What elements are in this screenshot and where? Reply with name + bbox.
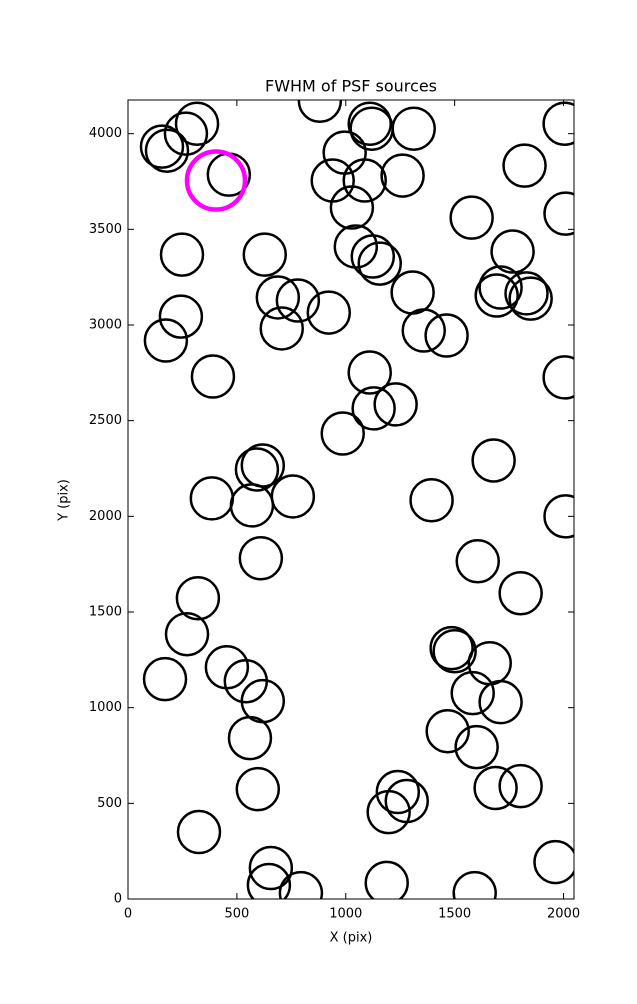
source-marker <box>357 241 402 286</box>
source-marker <box>478 679 523 725</box>
source-marker <box>176 809 222 855</box>
source-marker <box>174 101 220 146</box>
y-axis-label: Y (pix) <box>57 479 72 522</box>
x-tick-label: 1000 <box>329 907 362 922</box>
y-tick-label: 2500 <box>89 413 122 428</box>
source-marker <box>498 763 543 809</box>
source-marker <box>508 276 553 321</box>
source-marker <box>455 539 500 584</box>
source-marker <box>543 191 574 236</box>
y-tick-label: 2000 <box>89 509 122 524</box>
source-marker <box>542 355 574 400</box>
source-marker <box>164 611 210 657</box>
y-tick-label: 3500 <box>89 222 122 237</box>
y-tick-label: 1000 <box>89 700 122 715</box>
source-marker <box>502 143 547 188</box>
source-marker <box>175 575 221 621</box>
source-marker <box>350 234 396 279</box>
source-marker <box>542 101 574 146</box>
source-marker <box>229 483 275 528</box>
y-tick-label: 3000 <box>89 318 122 333</box>
source-marker <box>297 100 343 124</box>
source-marker <box>246 862 292 899</box>
source-marker <box>504 271 549 316</box>
source-marker <box>278 870 324 899</box>
source-marker <box>248 845 294 891</box>
source-marker <box>139 124 185 169</box>
source-marker <box>158 294 204 339</box>
source-marker <box>401 308 446 353</box>
x-axis-label: X (pix) <box>330 931 373 946</box>
source-marker <box>391 106 436 151</box>
plot-area <box>139 100 574 899</box>
source-marker <box>142 656 188 702</box>
source-marker <box>425 708 470 754</box>
source-marker <box>424 313 469 358</box>
source-marker <box>238 535 284 581</box>
y-tick-label: 1500 <box>89 605 122 620</box>
source-marker <box>235 766 281 812</box>
source-marker <box>351 386 396 431</box>
source-marker <box>543 494 574 539</box>
x-tick-label: 1500 <box>438 907 471 922</box>
x-tick-label: 2000 <box>547 907 580 922</box>
source-marker <box>329 185 375 230</box>
source-marker <box>366 789 411 835</box>
chart-title: FWHM of PSF sources <box>265 77 437 96</box>
source-marker <box>429 625 474 671</box>
plot-frame <box>127 99 575 900</box>
source-marker <box>234 447 280 492</box>
source-marker <box>498 571 543 616</box>
source-marker <box>275 278 321 323</box>
source-marker <box>227 715 273 761</box>
source-marker <box>144 128 190 173</box>
source-marker <box>242 232 288 277</box>
x-tick-label: 500 <box>224 907 249 922</box>
source-marker <box>432 628 477 674</box>
source-marker <box>190 354 236 399</box>
source-marker <box>347 350 392 395</box>
source-marker <box>471 438 516 483</box>
source-marker <box>533 839 574 885</box>
source-marker <box>449 195 494 240</box>
source-marker <box>184 149 248 212</box>
source-marker <box>143 318 189 363</box>
source-marker <box>454 724 499 770</box>
source-marker <box>490 229 535 274</box>
source-marker <box>163 111 209 156</box>
source-marker <box>373 382 418 427</box>
y-tick-label: 0 <box>114 892 122 907</box>
source-marker <box>474 273 519 318</box>
y-tick-label: 4000 <box>89 126 122 141</box>
source-marker <box>473 765 518 811</box>
source-marker <box>342 158 387 203</box>
source-marker <box>375 769 421 815</box>
source-marker <box>478 265 523 310</box>
x-tick-label: 0 <box>124 907 132 922</box>
source-marker <box>450 670 495 716</box>
source-marker <box>364 860 409 899</box>
source-marker <box>347 101 392 146</box>
source-marker <box>259 306 304 351</box>
source-marker <box>255 275 301 320</box>
y-tick-label: 500 <box>97 796 122 811</box>
source-marker <box>306 290 352 335</box>
source-marker <box>159 232 205 277</box>
source-marker <box>320 411 365 456</box>
source-marker <box>409 478 454 523</box>
source-marker <box>452 870 497 899</box>
source-marker <box>380 153 425 198</box>
